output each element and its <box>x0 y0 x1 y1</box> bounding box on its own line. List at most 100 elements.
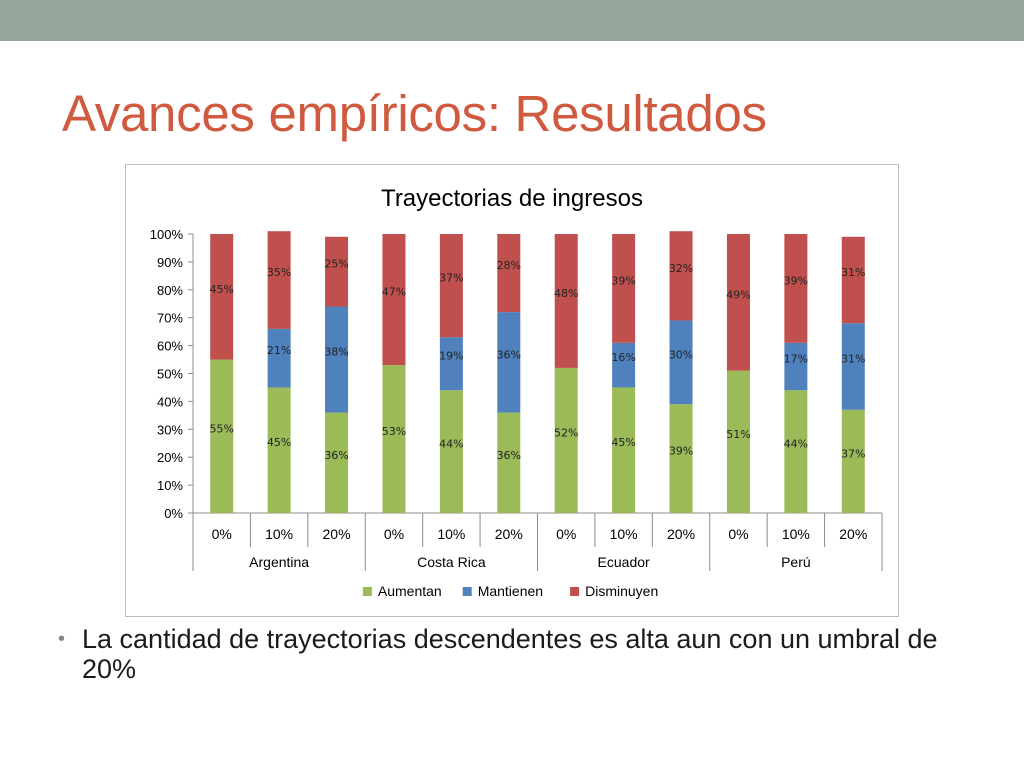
slide-title: Avances empíricos: Resultados <box>62 85 767 142</box>
data-label: 49% <box>726 288 750 301</box>
y-tick-label: 0% <box>164 506 183 521</box>
bar-segment-aumentan <box>669 404 693 513</box>
bar-segment-aumentan <box>784 390 808 513</box>
data-label: 35% <box>267 266 291 279</box>
data-label: 45% <box>611 436 635 449</box>
bar-segment-disminuyen <box>267 231 291 329</box>
bar-segment-mantienen <box>784 342 808 391</box>
x-group-label: Argentina <box>249 554 309 570</box>
y-tick-label: 20% <box>157 450 183 465</box>
bar-segment-mantienen <box>612 342 636 388</box>
bar-segment-mantienen <box>841 323 865 410</box>
legend-swatch <box>570 587 580 596</box>
legend-swatch <box>462 587 472 596</box>
top-accent-bar <box>0 0 1024 41</box>
data-label: 36% <box>497 449 521 462</box>
x-tick-label: 0% <box>384 526 404 542</box>
bar-segment-aumentan <box>612 387 636 513</box>
bar-segment-mantienen <box>669 320 693 405</box>
bar-segment-disminuyen <box>554 234 578 368</box>
legend-label: Mantienen <box>478 583 543 599</box>
data-label: 52% <box>554 426 578 439</box>
data-label: 51% <box>726 428 750 441</box>
bar-segment-aumentan <box>382 365 406 513</box>
data-label: 36% <box>497 348 521 361</box>
legend-label: Aumentan <box>378 583 442 599</box>
data-label: 39% <box>669 445 693 458</box>
data-label: 17% <box>784 353 808 366</box>
bar-segment-aumentan <box>554 367 578 513</box>
y-tick-label: 40% <box>157 394 183 409</box>
bar-segment-disminuyen <box>210 234 234 360</box>
x-tick-label: 0% <box>212 526 232 542</box>
data-label: 39% <box>784 274 808 287</box>
data-label: 21% <box>267 344 291 357</box>
bar-segment-disminuyen <box>439 234 463 338</box>
bar-segment-disminuyen <box>612 234 636 343</box>
bar-segment-disminuyen <box>497 234 521 313</box>
data-label: 31% <box>841 266 865 279</box>
bar-segment-aumentan <box>210 359 234 513</box>
bar-segment-disminuyen <box>841 236 865 324</box>
data-label: 31% <box>841 353 865 366</box>
bar-segment-aumentan <box>841 409 865 513</box>
bullet-text: La cantidad de trayectorias descendentes… <box>82 624 938 684</box>
data-label: 39% <box>611 274 635 287</box>
bar-segment-aumentan <box>497 412 521 513</box>
x-tick-label: 10% <box>782 526 810 542</box>
bullet-list: • La cantidad de trayectorias descendent… <box>58 624 958 684</box>
data-label: 47% <box>382 286 406 299</box>
data-label: 16% <box>611 351 635 364</box>
bar-segment-disminuyen <box>325 236 349 307</box>
data-label: 55% <box>209 422 233 435</box>
bar-segment-aumentan <box>267 387 291 513</box>
data-label: 38% <box>324 346 348 359</box>
bar-segment-aumentan <box>439 390 463 513</box>
y-tick-label: 30% <box>157 422 183 437</box>
data-label: 44% <box>439 438 463 451</box>
y-tick-label: 100% <box>150 227 184 242</box>
data-label: 37% <box>439 272 463 285</box>
chart-frame: Trayectorias de ingresos 0% 10% 20% 30% 40% 50… <box>125 164 899 617</box>
data-label: 44% <box>784 438 808 451</box>
y-tick-label: 10% <box>157 478 183 493</box>
bar-segment-mantienen <box>497 312 521 413</box>
data-label: 30% <box>669 348 693 361</box>
data-label: 28% <box>497 259 521 272</box>
legend-swatch <box>362 587 372 596</box>
stacked-bar-chart: Trayectorias de ingresos 0% 10% 20% 30% 40% 50… <box>150 185 883 599</box>
x-tick-label: 0% <box>728 526 748 542</box>
bar-segment-disminuyen <box>784 234 808 343</box>
y-tick-label: 70% <box>157 311 183 326</box>
y-tick-label: 60% <box>157 339 183 354</box>
legend-label: Disminuyen <box>585 583 658 599</box>
bar-segment-aumentan <box>726 370 750 513</box>
data-label: 53% <box>382 425 406 438</box>
x-group-label: Perú <box>781 554 811 570</box>
data-label: 45% <box>209 283 233 296</box>
bullet-dot-icon: • <box>58 628 66 650</box>
x-tick-label: 20% <box>323 526 351 542</box>
bar-segment-aumentan <box>325 412 349 513</box>
bar-segment-mantienen <box>267 328 291 388</box>
bar-segment-disminuyen <box>382 234 406 366</box>
x-tick-label: 20% <box>495 526 523 542</box>
data-label: 25% <box>324 258 348 271</box>
data-label: 37% <box>841 447 865 460</box>
y-tick-label: 90% <box>157 255 183 270</box>
x-tick-label: 20% <box>839 526 867 542</box>
x-tick-label: 20% <box>667 526 695 542</box>
x-tick-label: 10% <box>437 526 465 542</box>
x-group-label: Costa Rica <box>417 554 486 570</box>
x-tick-label: 0% <box>556 526 576 542</box>
x-tick-label: 10% <box>265 526 293 542</box>
bar-segment-disminuyen <box>726 234 750 371</box>
data-label: 32% <box>669 262 693 275</box>
chart-title: Trayectorias de ingresos <box>381 185 643 212</box>
data-label: 19% <box>439 350 463 363</box>
y-tick-label: 80% <box>157 283 183 298</box>
bar-segment-mantienen <box>325 306 349 413</box>
data-label: 48% <box>554 287 578 300</box>
y-tick-label: 50% <box>157 367 183 382</box>
data-label: 45% <box>267 436 291 449</box>
